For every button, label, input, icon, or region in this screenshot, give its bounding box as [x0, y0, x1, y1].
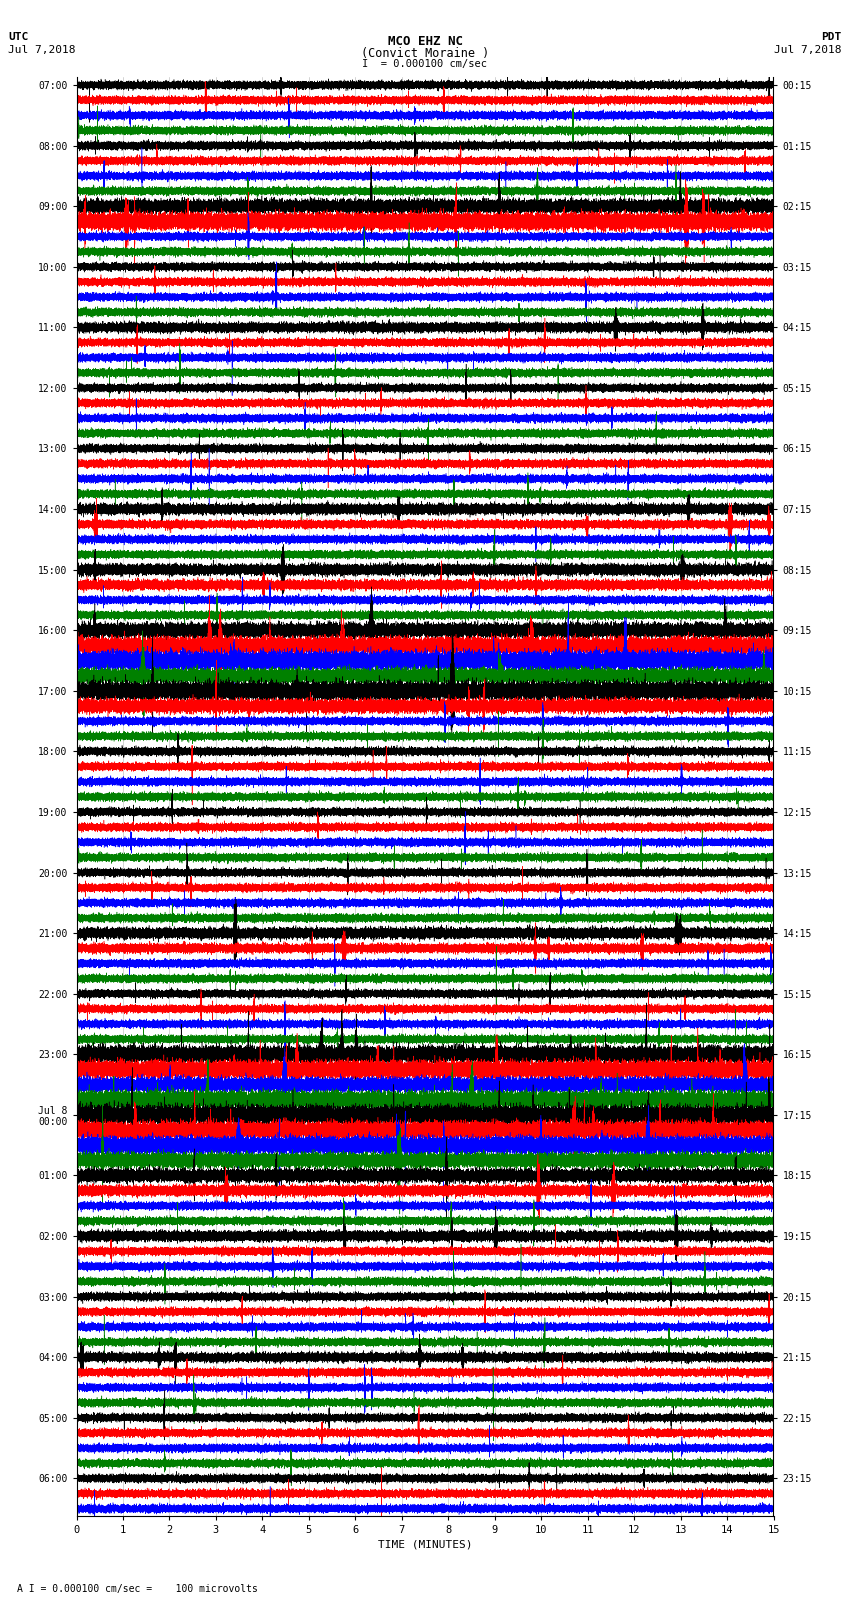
Text: A I = 0.000100 cm/sec =    100 microvolts: A I = 0.000100 cm/sec = 100 microvolts [17, 1584, 258, 1594]
Text: PDT: PDT [821, 32, 842, 42]
Text: I  = 0.000100 cm/sec: I = 0.000100 cm/sec [362, 58, 488, 69]
Text: MCO EHZ NC: MCO EHZ NC [388, 35, 462, 48]
Text: Jul 7,2018: Jul 7,2018 [8, 45, 76, 55]
Text: UTC: UTC [8, 32, 29, 42]
Text: Jul 7,2018: Jul 7,2018 [774, 45, 842, 55]
Text: (Convict Moraine ): (Convict Moraine ) [361, 47, 489, 60]
X-axis label: TIME (MINUTES): TIME (MINUTES) [377, 1539, 473, 1550]
